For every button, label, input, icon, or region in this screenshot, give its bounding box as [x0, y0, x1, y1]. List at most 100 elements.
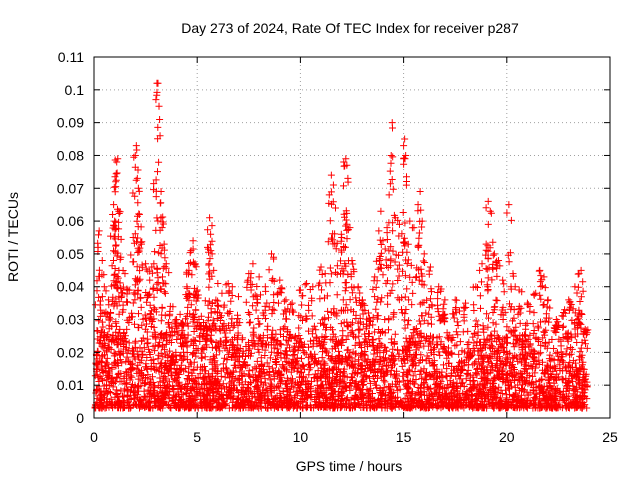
roti-data-point [166, 302, 174, 310]
roti-data-point [540, 273, 548, 281]
roti-data-point [482, 240, 490, 248]
roti-data-point [160, 240, 168, 248]
roti-data-point [111, 217, 119, 225]
roti-data-point [375, 227, 383, 235]
roti-data-point [532, 289, 540, 297]
roti-data-point [109, 211, 117, 219]
roti-data-point [282, 296, 290, 304]
roti-data-point [114, 155, 122, 163]
x-tick-label: 20 [499, 429, 515, 445]
roti-data-point [142, 260, 150, 268]
roti-data-point [379, 237, 387, 245]
y-tick-label: 0.04 [57, 279, 84, 295]
roti-data-point [309, 283, 317, 291]
roti-data-point [346, 224, 354, 232]
x-tick-label: 15 [396, 429, 412, 445]
roti-data-point [162, 260, 170, 268]
y-tick-label: 0.1 [65, 82, 85, 98]
roti-data-point [134, 184, 142, 192]
roti-data-point [100, 283, 108, 291]
roti-data-point [245, 270, 253, 278]
roti-data-point [98, 256, 106, 264]
roti-data-point [173, 316, 181, 324]
roti-data-point [416, 188, 424, 196]
roti-data-point [224, 279, 232, 287]
roti-data-point [179, 319, 187, 327]
roti-data-point [400, 142, 408, 150]
roti-data-point [401, 135, 409, 143]
x-axis-label: GPS time / hours [296, 458, 403, 474]
roti-data-point [249, 260, 257, 268]
roti-data-point [183, 283, 191, 291]
roti-data-point [131, 151, 139, 159]
roti-data-point [515, 286, 523, 294]
roti-data-point [451, 296, 459, 304]
roti-data-point [228, 283, 236, 291]
roti-data-point [137, 240, 145, 248]
x-tick-label: 10 [293, 429, 309, 445]
data-points [91, 79, 592, 412]
roti-data-point [185, 266, 193, 274]
roti-data-point [270, 253, 278, 261]
x-tick-label: 25 [602, 429, 618, 445]
roti-data-point [288, 299, 296, 307]
roti-data-point [410, 224, 418, 232]
roti-data-point [499, 276, 507, 284]
roti-data-point [395, 220, 403, 228]
roti-data-point [303, 279, 311, 287]
y-axis-label: ROTI / TECUs [5, 192, 21, 282]
roti-data-point [342, 155, 350, 163]
roti-data-point [110, 201, 118, 209]
roti-data-point [377, 207, 385, 215]
roti-data-point [331, 204, 339, 212]
y-tick-label: 0.02 [57, 344, 84, 360]
roti-data-point [478, 260, 486, 268]
roti-data-point [158, 224, 166, 232]
roti-data-point [565, 296, 573, 304]
roti-data-point [152, 96, 160, 104]
roti-data-point [157, 188, 165, 196]
roti-data-point [348, 256, 356, 264]
roti-data-point [115, 207, 123, 215]
roti-data-point [406, 217, 414, 225]
roti-data-point [95, 227, 103, 235]
roti-data-point [523, 299, 531, 307]
roti-data-point [354, 283, 362, 291]
roti-data-point [402, 151, 410, 159]
roti-data-point [509, 270, 517, 278]
roti-data-point [325, 191, 333, 199]
roti-data-point [505, 201, 513, 209]
roti-data-point [358, 296, 366, 304]
axis-ticks: 0 0.01 0.02 0.03 0.04 0.05 0.06 0.07 0.08 0.09 0.1… [57, 49, 618, 445]
roti-data-point [486, 207, 494, 215]
roti-data-point [150, 260, 158, 268]
roti-data-point [189, 237, 197, 245]
roti-data-point [204, 243, 212, 251]
x-tick-label: 0 [90, 429, 98, 445]
roti-data-point [388, 119, 396, 127]
roti-data-point [552, 316, 560, 324]
roti-data-point [276, 276, 284, 284]
y-tick-label: 0.05 [57, 246, 84, 262]
roti-data-point [112, 178, 120, 186]
roti-data-point [94, 243, 102, 251]
roti-data-point [385, 191, 393, 199]
roti-data-point [321, 270, 329, 278]
roti-data-point [561, 306, 569, 314]
roti-data-point [187, 247, 195, 255]
roti-data-point [577, 266, 585, 274]
roti-data-point [490, 250, 498, 258]
roti-data-point [420, 250, 428, 258]
roti-data-point [344, 174, 352, 182]
y-tick-label: 0.09 [57, 115, 84, 131]
roti-data-point [154, 79, 162, 87]
roti-data-point [121, 270, 129, 278]
roti-data-point [135, 211, 143, 219]
roti-data-point [197, 312, 205, 320]
roti-data-point [255, 273, 263, 281]
roti-data-point [146, 276, 154, 284]
roti-data-point [210, 266, 218, 274]
roti-data-point [117, 253, 125, 261]
y-tick-label: 0.07 [57, 180, 84, 196]
roti-data-point [472, 283, 480, 291]
